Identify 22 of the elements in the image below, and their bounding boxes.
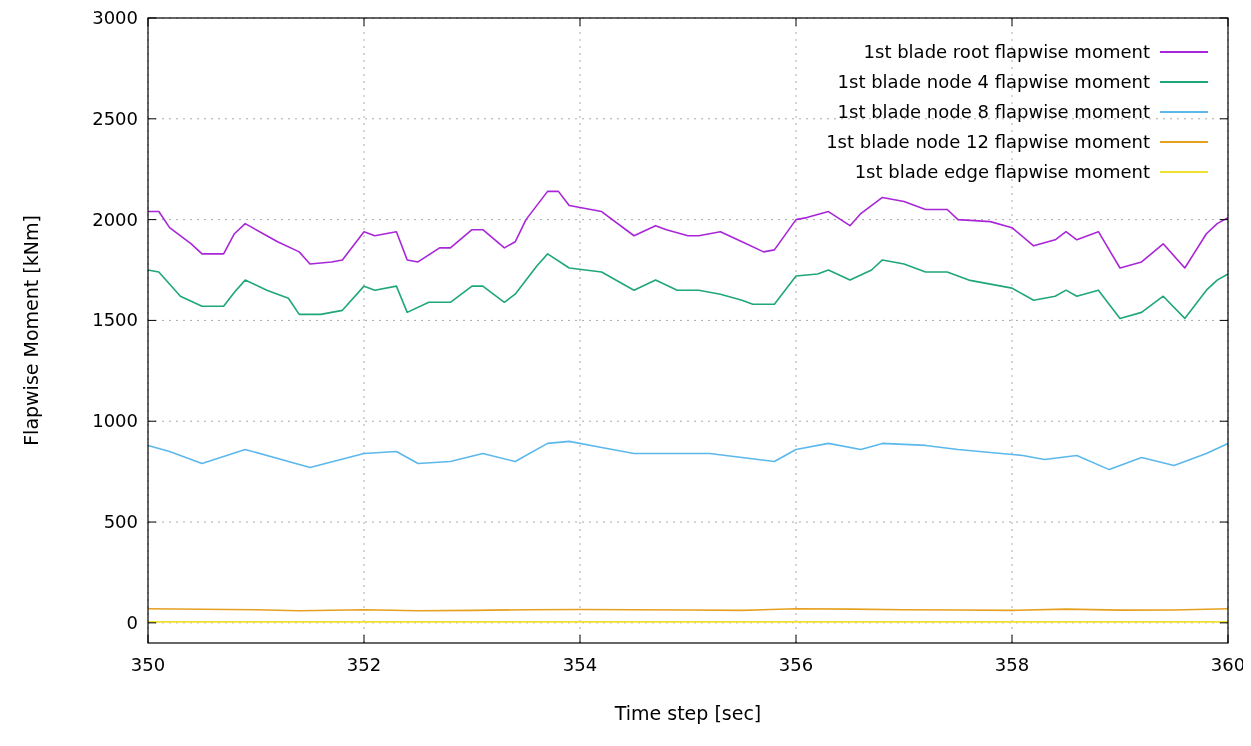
legend-label: 1st blade edge flapwise moment: [854, 161, 1150, 182]
y-tick-label: 2000: [92, 208, 138, 230]
y-tick-label: 500: [103, 511, 138, 533]
y-tick-label: 2500: [92, 107, 138, 129]
legend-label: 1st blade node 8 flapwise moment: [837, 101, 1150, 122]
line-series: [147, 190, 1229, 269]
legend-label: 1st blade node 12 flapwise moment: [826, 131, 1150, 152]
legend-label: 1st blade node 4 flapwise moment: [837, 71, 1150, 92]
x-tick-label: 350: [130, 654, 166, 675]
line-series: [147, 253, 1229, 320]
y-tick-label: 1000: [92, 410, 138, 432]
y-tick-label: 3000: [92, 7, 138, 28]
y-tick-label: 1500: [92, 309, 138, 331]
line-series: [147, 440, 1229, 471]
x-tick-label: 354: [562, 654, 598, 675]
y-tick-label: 0: [126, 611, 138, 633]
x-axis-title: Time step [sec]: [613, 702, 762, 724]
x-tick-label: 358: [994, 654, 1030, 675]
x-tick-label: 352: [346, 654, 382, 675]
legend-label: 1st blade root flapwise moment: [863, 41, 1150, 62]
x-tick-label: 356: [778, 654, 814, 675]
y-axis-title: Flapwise Moment [kNm]: [20, 215, 42, 446]
